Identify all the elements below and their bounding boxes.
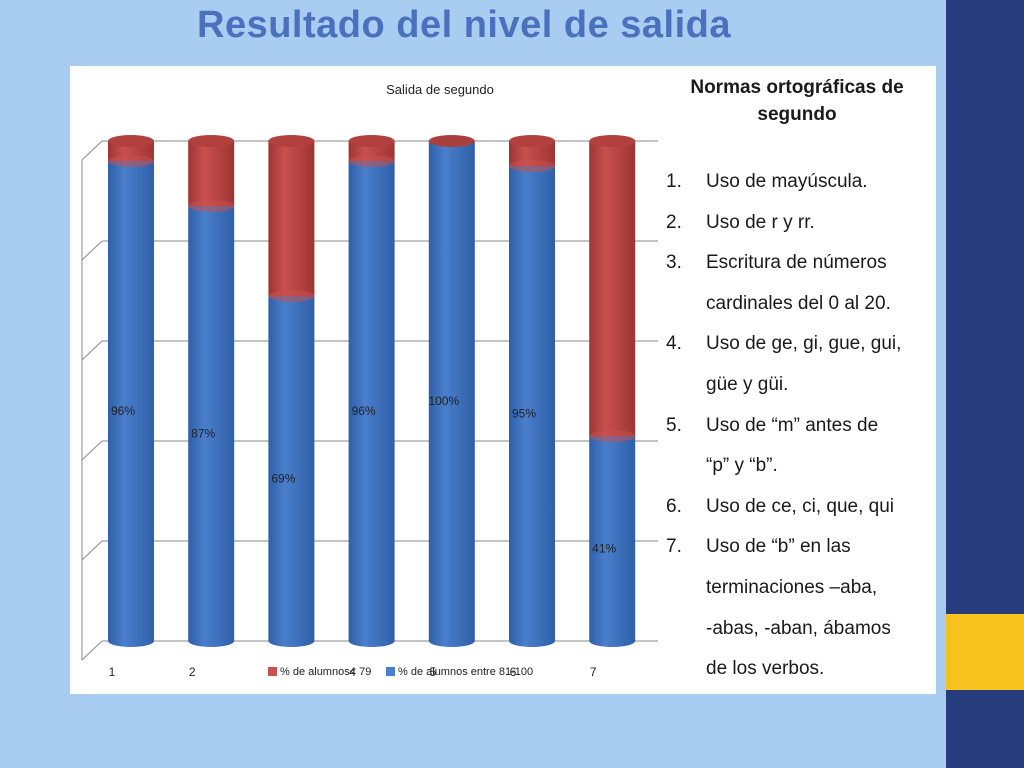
bar-top-cap — [108, 135, 154, 147]
x-tick-label: 6 — [510, 665, 517, 679]
norm-item-line: de los verbos. — [666, 649, 932, 690]
gridline-depth — [81, 540, 103, 561]
norm-item-number: 1. — [666, 171, 682, 192]
x-tick-label: 2 — [189, 665, 196, 679]
norm-item-number: 3. — [666, 252, 682, 274]
x-tick-label: 1 — [109, 665, 116, 679]
bar-segment-low — [268, 141, 315, 302]
data-label: 41% — [592, 542, 616, 556]
norm-item-number: 6. — [666, 495, 682, 517]
data-label: 87% — [191, 427, 215, 441]
bar-segment-joint — [268, 290, 315, 302]
norm-item-line: 7. Uso de “b” en las — [666, 527, 932, 568]
norm-item-text: Uso de ce, ci, que, qui — [706, 495, 894, 517]
norm-item-line: 6. Uso de ce, ci, que, qui — [666, 487, 932, 528]
bar-segment-high — [509, 166, 555, 647]
norms-list: 1. Uso de mayúscula. 2. Uso de r y rr. 3. Esc… — [666, 162, 932, 690]
norm-item-line: 1. Uso de mayúscula. — [666, 162, 932, 203]
legend-label: % de alumnos< 79 — [280, 666, 371, 678]
gridline-depth — [81, 340, 103, 361]
norm-item-text: de los verbos. — [706, 658, 825, 680]
x-tick-label: 4 — [349, 665, 356, 679]
x-tick-label: 7 — [590, 665, 597, 679]
bar-segment-low — [589, 141, 636, 442]
bar-top-cap — [268, 135, 315, 147]
norm-item-line: 3. Escritura de números — [666, 243, 932, 284]
bar-top-cap — [589, 135, 636, 147]
legend-swatch — [386, 667, 395, 676]
norm-item-text: -abas, -aban, ábamos — [706, 617, 891, 639]
norm-item-line: “p” y “b”. — [666, 446, 932, 487]
norm-item-number: 7. — [666, 536, 682, 558]
norm-item-text: Uso de r y rr. — [706, 211, 815, 233]
bar-segment-high — [348, 161, 395, 647]
bar-top-cap — [348, 135, 395, 147]
bar-segment-joint — [509, 160, 555, 172]
norm-item-text: Uso de “m” antes de — [706, 414, 879, 436]
norm-item-number — [666, 284, 706, 325]
norm-item-text: “p” y “b”. — [706, 455, 778, 477]
bar-segment-high — [108, 161, 154, 647]
bar-segment-high — [268, 296, 315, 647]
norm-item-text: cardinales del 0 al 20. — [706, 292, 891, 314]
bar-segment-joint — [188, 200, 235, 212]
bar-segment-joint — [108, 155, 154, 167]
x-tick-label: 5 — [429, 665, 436, 679]
norm-item-line: güe y güi. — [666, 365, 932, 406]
legend-swatch — [268, 667, 277, 676]
chart-panel: 0%20%40%60%80%100%Salida de segundo96%18… — [70, 66, 658, 694]
norms-title: Normas ortográficas de segundo — [690, 77, 904, 125]
data-label: 69% — [271, 472, 295, 486]
norms-panel: Normas ortográficas de segundo 1. Uso de … — [658, 66, 936, 694]
bar-segment-high — [589, 436, 636, 647]
norm-item-line: 2. Uso de r y rr. — [666, 203, 932, 244]
data-label: 100% — [428, 394, 459, 408]
norm-item-line: 5. Uso de “m” antes de — [666, 406, 932, 447]
norm-item-number: 4. — [666, 333, 682, 355]
norm-item-number: 5. — [666, 414, 682, 436]
norm-item-text: güe y güi. — [706, 373, 789, 395]
norm-item-text: Uso de mayúscula. — [706, 171, 868, 192]
data-label: 96% — [352, 404, 376, 418]
norm-item-line: cardinales del 0 al 20. — [666, 284, 932, 325]
norm-item-text: Uso de ge, gi, gue, gui, — [706, 333, 902, 355]
bar-top-cap — [428, 135, 475, 147]
norm-item-number — [666, 568, 706, 609]
norm-item-number — [666, 609, 706, 650]
right-gold-block — [946, 614, 1024, 690]
gridline-depth — [81, 240, 103, 261]
bar-top-cap — [188, 135, 235, 147]
norm-item-number — [666, 365, 706, 406]
gridline-depth — [81, 640, 103, 661]
norm-item-text: Escritura de números — [706, 252, 887, 274]
bar-segment-high — [428, 141, 475, 647]
norm-item-number — [666, 446, 706, 487]
chart-title: Salida de segundo — [386, 82, 494, 97]
norm-item-line: 4. Uso de ge, gi, gue, gui, — [666, 324, 932, 365]
norm-item-number — [666, 649, 706, 690]
data-label: 95% — [512, 407, 536, 421]
slide-title: Resultado del nivel de salida — [197, 4, 731, 46]
norm-item-text: terminaciones –aba, — [706, 576, 878, 598]
gridline-depth — [81, 440, 103, 461]
bar-segment-low — [188, 141, 235, 212]
norm-item-line: terminaciones –aba, — [666, 568, 932, 609]
bar-chart: 0%20%40%60%80%100%Salida de segundo96%18… — [81, 82, 658, 679]
bar-top-cap — [509, 135, 555, 147]
gridline-depth — [81, 140, 103, 161]
norm-item-line: -abas, -aban, ábamos — [666, 609, 932, 650]
bar-segment-joint — [589, 430, 636, 442]
data-label: 96% — [111, 404, 135, 418]
bar-segment-high — [188, 206, 235, 647]
norm-item-text: Uso de “b” en las — [706, 536, 851, 558]
legend-label: % de alumnos entre 81-100 — [398, 666, 533, 678]
norm-item-number: 2. — [666, 211, 682, 233]
bar-segment-joint — [348, 155, 395, 167]
